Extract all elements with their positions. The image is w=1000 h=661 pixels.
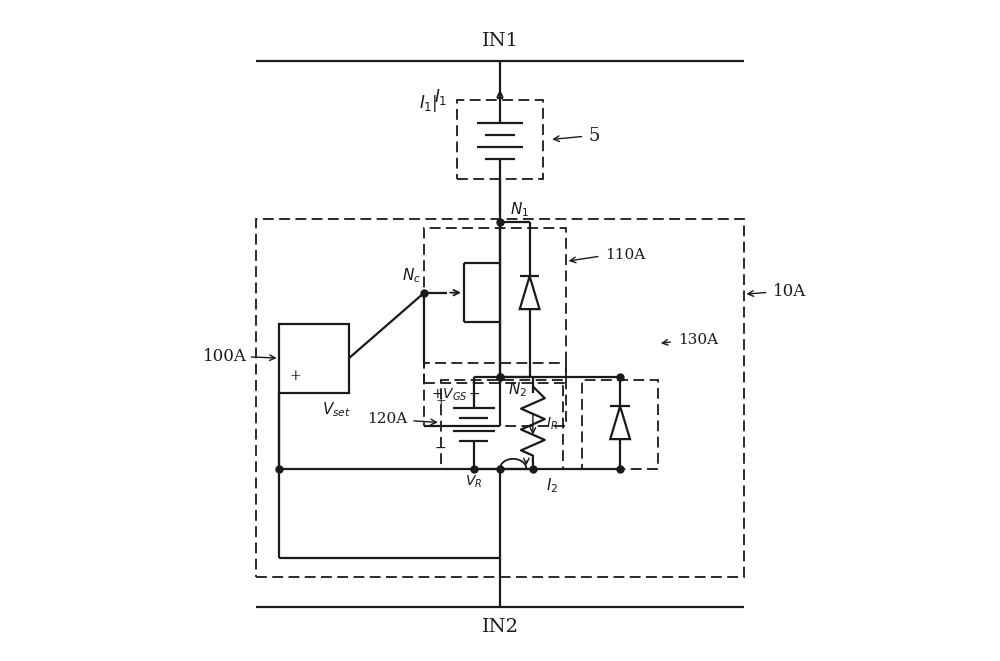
- Bar: [457, 100, 543, 179]
- Text: 110A: 110A: [605, 248, 646, 262]
- Text: 130A: 130A: [678, 333, 718, 348]
- Text: +: +: [435, 395, 446, 408]
- Bar: [582, 380, 658, 469]
- Text: 10A: 10A: [773, 282, 806, 299]
- Bar: [441, 380, 563, 469]
- Text: $I_2$: $I_2$: [546, 476, 558, 494]
- Text: IN2: IN2: [481, 617, 518, 636]
- Text: $+V_{GS}-$: $+V_{GS}-$: [431, 387, 481, 403]
- Bar: [256, 219, 744, 577]
- Bar: [424, 229, 566, 383]
- Text: $N_2$: $N_2$: [508, 380, 527, 399]
- Text: $N_c$: $N_c$: [402, 266, 421, 285]
- Text: $I_1$: $I_1$: [434, 87, 447, 107]
- Bar: [279, 324, 349, 393]
- Text: 120A: 120A: [368, 412, 408, 426]
- Text: $I_1$|: $I_1$|: [419, 93, 437, 114]
- Text: 100A: 100A: [203, 348, 247, 366]
- Text: $-$: $-$: [279, 549, 294, 566]
- Text: +: +: [289, 369, 301, 383]
- Text: $V_{set}$: $V_{set}$: [322, 400, 351, 419]
- Text: $-$: $-$: [434, 440, 446, 454]
- Text: $I_R$: $I_R$: [546, 416, 558, 432]
- Bar: [424, 364, 566, 426]
- Text: $V_R$: $V_R$: [465, 474, 482, 490]
- Text: IN1: IN1: [481, 32, 518, 50]
- Text: 5: 5: [589, 128, 600, 145]
- Text: $N_1$: $N_1$: [510, 200, 529, 219]
